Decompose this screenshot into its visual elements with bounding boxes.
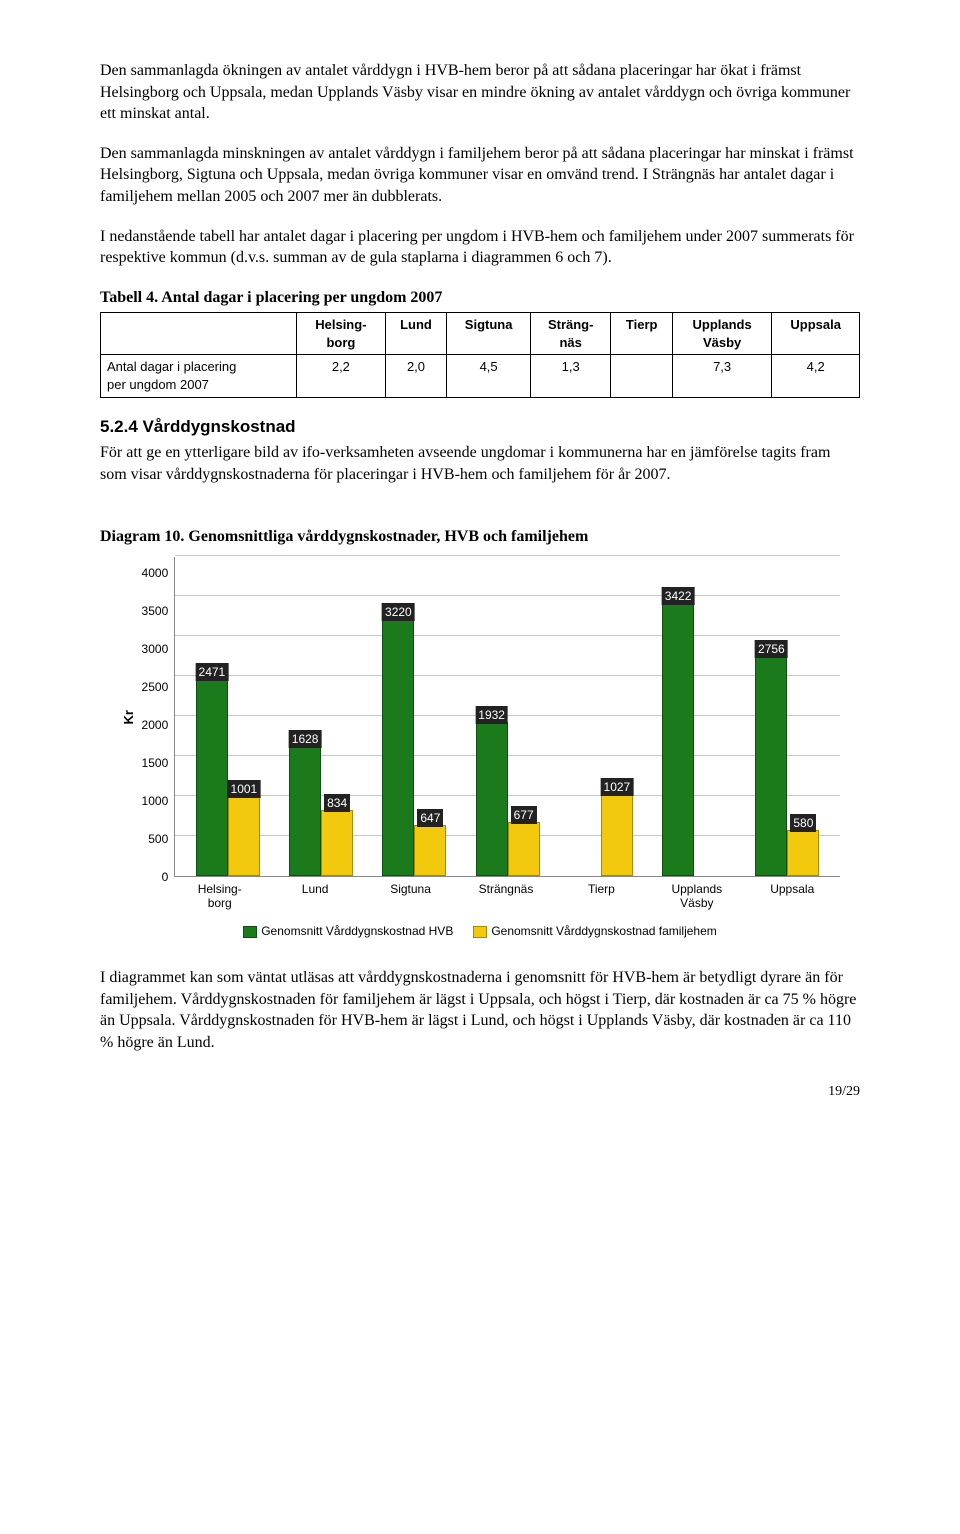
diagram10-title: Diagram 10. Genomsnittliga vårddygnskost… — [100, 526, 860, 548]
table4-col-sigtuna: Sigtuna — [447, 313, 531, 355]
plot-area: 2471100116288343220647193267710273422275… — [174, 557, 840, 877]
legend-label-fam: Genomsnitt Vårddygnskostnad familjehem — [491, 924, 716, 938]
bar-value-label: 3422 — [662, 587, 695, 605]
bar-fam: 647 — [414, 825, 446, 877]
diagram10-chart: Kr 40003500300025002000150010005000 2471… — [120, 557, 840, 939]
bar-hvb: 3422 — [662, 603, 694, 877]
bar-value-label: 647 — [417, 809, 443, 827]
x-axis-label: Uppsala — [745, 883, 840, 911]
bar-group: 3220647 — [368, 619, 461, 877]
x-axis-label: Lund — [267, 883, 362, 911]
table4-val-2: 4,5 — [447, 355, 531, 397]
x-axis-label: Strängnäs — [458, 883, 553, 911]
page-number: 19/29 — [100, 1083, 860, 1102]
intro-paragraph-2: Den sammanlagda minskningen av antalet v… — [100, 143, 860, 208]
bar-value-label: 1628 — [289, 730, 322, 748]
bar-hvb: 1628 — [289, 746, 321, 876]
legend-swatch-fam — [473, 926, 487, 938]
table4-val-1: 2,0 — [385, 355, 447, 397]
table4-col-upplands: UpplandsVäsby — [672, 313, 772, 355]
table4-val-0: 2,2 — [297, 355, 386, 397]
bar-group: 1932677 — [461, 722, 554, 877]
bar-hvb: 2471 — [196, 679, 228, 877]
table4-title: Tabell 4. Antal dagar i placering per un… — [100, 287, 860, 309]
legend-label-hvb: Genomsnitt Vårddygnskostnad HVB — [261, 924, 453, 938]
bar-hvb: 2756 — [755, 656, 787, 876]
bar-group: 1027 — [554, 794, 647, 876]
table4-val-6: 4,2 — [772, 355, 860, 397]
table4-col-blank — [101, 313, 297, 355]
legend-item-fam: Genomsnitt Vårddygnskostnad familjehem — [473, 923, 716, 939]
x-axis-labels: Helsing-borgLundSigtunaSträngnäsTierpUpp… — [172, 883, 840, 911]
x-axis-label: Sigtuna — [363, 883, 458, 911]
bar-value-label: 1932 — [475, 706, 508, 724]
table4-col-strangnas: Sträng-näs — [530, 313, 611, 355]
legend-swatch-hvb — [243, 926, 257, 938]
table4-val-5: 7,3 — [672, 355, 772, 397]
bar-value-label: 2471 — [196, 663, 229, 681]
section-heading: 5.2.4 Vårddygnskostnad — [100, 416, 860, 439]
legend: Genomsnitt Vårddygnskostnad HVB Genomsni… — [120, 923, 840, 939]
bar-group: 3422 — [648, 603, 741, 877]
table4-col-lund: Lund — [385, 313, 447, 355]
table4-col-helsingborg: Helsing-borg — [297, 313, 386, 355]
x-axis-label: Helsing-borg — [172, 883, 267, 911]
table4-val-4 — [611, 355, 672, 397]
bar-hvb: 1932 — [476, 722, 508, 877]
closing-paragraph: I diagrammet kan som väntat utläsas att … — [100, 967, 860, 1053]
y-axis: 40003500300025002000150010005000 — [142, 557, 175, 877]
bar-hvb: 3220 — [382, 619, 414, 877]
table4-col-tierp: Tierp — [611, 313, 672, 355]
bar-group: 24711001 — [181, 679, 274, 877]
bar-fam: 834 — [321, 810, 353, 877]
x-axis-label: Tierp — [554, 883, 649, 911]
intro-paragraph-1: Den sammanlagda ökningen av antalet vård… — [100, 60, 860, 125]
x-axis-label: UpplandsVäsby — [649, 883, 744, 911]
bar-fam: 1027 — [601, 794, 633, 876]
bar-value-label: 1001 — [228, 780, 261, 798]
bar-group: 1628834 — [275, 746, 368, 876]
bar-group: 2756580 — [741, 656, 834, 876]
bar-fam: 580 — [787, 830, 819, 876]
bar-value-label: 834 — [324, 794, 350, 812]
table4: Helsing-borg Lund Sigtuna Sträng-näs Tie… — [100, 312, 860, 397]
bar-value-label: 677 — [511, 806, 537, 824]
y-axis-title: Kr — [120, 710, 138, 724]
section-paragraph: För att ge en ytterligare bild av ifo-ve… — [100, 442, 860, 485]
table4-data-row: Antal dagar i placeringper ungdom 2007 2… — [101, 355, 860, 397]
legend-item-hvb: Genomsnitt Vårddygnskostnad HVB — [243, 923, 453, 939]
table4-header-row: Helsing-borg Lund Sigtuna Sträng-näs Tie… — [101, 313, 860, 355]
bar-value-label: 3220 — [382, 603, 415, 621]
table4-val-3: 1,3 — [530, 355, 611, 397]
intro-paragraph-3: I nedanstående tabell har antalet dagar … — [100, 226, 860, 269]
bar-fam: 677 — [508, 822, 540, 876]
bar-fam: 1001 — [228, 796, 260, 876]
table4-col-uppsala: Uppsala — [772, 313, 860, 355]
table4-row-label: Antal dagar i placeringper ungdom 2007 — [101, 355, 297, 397]
bar-value-label: 2756 — [755, 640, 788, 658]
bar-value-label: 1027 — [601, 778, 634, 796]
bar-value-label: 580 — [790, 814, 816, 832]
